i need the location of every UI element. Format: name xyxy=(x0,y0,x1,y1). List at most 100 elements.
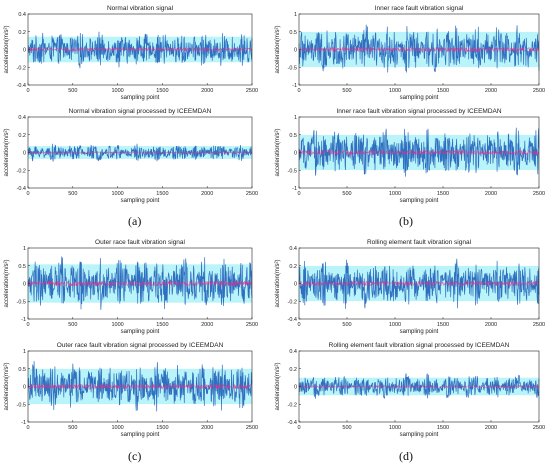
signal-trace xyxy=(27,361,253,412)
y-tick-label: 1 xyxy=(23,246,26,252)
x-tick-label: 1000 xyxy=(389,191,401,197)
x-tick-label: 2500 xyxy=(246,425,258,431)
y-tick-label: -0.4 xyxy=(288,420,297,426)
y-axis-label: acceleration(m/s²) xyxy=(275,259,281,307)
x-tick-label: 2000 xyxy=(201,88,213,94)
x-tick-label: 500 xyxy=(342,88,351,94)
y-tick-label: 0 xyxy=(294,151,297,157)
x-tick-label: 1000 xyxy=(111,191,123,197)
x-tick-label: 2000 xyxy=(485,88,497,94)
x-tick-label: 2000 xyxy=(201,191,213,197)
x-tick-label: 1000 xyxy=(389,425,401,431)
y-tick-label: -0.4 xyxy=(17,83,26,89)
chart-title: Normal vibration signal xyxy=(107,5,174,12)
y-axis-label: acceleration(m/s²) xyxy=(275,362,281,410)
y-tick-label: 0 xyxy=(294,282,297,288)
residual-trace xyxy=(299,149,540,156)
y-tick-label: 1 xyxy=(294,115,297,121)
x-tick-label: 0 xyxy=(26,191,29,197)
x-tick-label: 1000 xyxy=(111,425,123,431)
x-tick-label: 2500 xyxy=(246,322,258,328)
chart-title: Rolling element fault vibration signal p… xyxy=(329,342,510,349)
y-axis-label: acceleration(m/s²) xyxy=(4,259,10,307)
y-tick-label: -1 xyxy=(292,186,297,192)
x-tick-label: 2000 xyxy=(485,191,497,197)
x-tick-label: 2500 xyxy=(533,425,545,431)
y-tick-label: -0.2 xyxy=(17,168,26,174)
chart-title: Inner race fault vibration signal xyxy=(375,5,464,12)
x-tick-label: 500 xyxy=(342,425,351,431)
y-tick-label: 0.4 xyxy=(18,115,26,121)
y-tick-label: 0.2 xyxy=(18,30,26,36)
x-tick-label: 2000 xyxy=(485,322,497,328)
chart-title: Normal vibration signal processed by ICE… xyxy=(69,108,212,115)
residual-trace xyxy=(27,46,253,53)
y-tick-label: 0 xyxy=(23,48,26,54)
panel-label-d: (d) xyxy=(399,449,413,463)
x-tick-label: 1500 xyxy=(437,191,449,197)
y-axis-label: acceleration(m/s²) xyxy=(275,25,281,73)
y-tick-label: 0.4 xyxy=(18,12,26,18)
y-tick-label: 0.4 xyxy=(289,349,297,355)
chart-b-top: 0 500 1000 1500 2000 2500 -1 -0.5 0 0.5 1 Inner rac… xyxy=(275,5,545,101)
x-tick-label: 500 xyxy=(68,191,77,197)
y-tick-label: 1 xyxy=(23,349,26,355)
panel-label-b: (b) xyxy=(399,214,413,228)
chart-c-bottom: 0 500 1000 1500 2000 2500 -1 -0.5 0 0.5 1 Outer rac… xyxy=(4,342,258,438)
y-tick-label: -0.5 xyxy=(288,168,297,174)
y-tick-label: -0.5 xyxy=(17,402,26,408)
x-tick-label: 0 xyxy=(297,88,300,94)
residual-trace xyxy=(298,384,540,389)
residual-trace xyxy=(27,279,253,287)
x-axis-label: sampling point xyxy=(400,432,439,438)
residual-trace xyxy=(298,280,540,287)
y-tick-label: 0.5 xyxy=(289,30,297,36)
y-tick-label: -0.2 xyxy=(17,65,26,71)
chart-title: Outer race fault vibration signal xyxy=(95,239,186,246)
y-axis-label: acceleration(m/s²) xyxy=(275,128,281,176)
x-tick-label: 1500 xyxy=(437,322,449,328)
x-tick-label: 2000 xyxy=(201,322,213,328)
chart-title: Inner race fault vibration signal proces… xyxy=(336,108,501,115)
y-tick-label: 0.5 xyxy=(289,133,297,139)
x-axis-label: sampling point xyxy=(121,432,160,438)
y-tick-label: -1 xyxy=(21,317,26,323)
panel-label-a: (a) xyxy=(128,214,142,228)
y-axis-label: acceleration(m/s²) xyxy=(4,128,10,176)
x-axis-label: sampling point xyxy=(400,329,439,335)
chart-d-top: 0 500 1000 1500 2000 2500 -0.4 -0.2 0 0.2 0.4 Rolli… xyxy=(275,239,545,335)
x-tick-label: 2500 xyxy=(533,322,545,328)
chart-title: Outer race fault vibration signal proces… xyxy=(57,342,224,349)
x-tick-label: 2000 xyxy=(201,425,213,431)
y-tick-label: 0 xyxy=(294,385,297,391)
y-tick-label: 0.5 xyxy=(18,367,26,373)
signal-trace xyxy=(27,256,253,310)
x-tick-label: 500 xyxy=(342,322,351,328)
x-tick-label: 500 xyxy=(342,191,351,197)
x-tick-label: 1500 xyxy=(156,425,168,431)
y-tick-label: -1 xyxy=(21,420,26,426)
x-tick-label: 1500 xyxy=(156,322,168,328)
y-tick-label: 0.4 xyxy=(289,246,297,252)
residual-trace xyxy=(27,150,253,155)
residual-trace xyxy=(27,383,253,390)
x-axis-label: sampling point xyxy=(121,198,160,204)
y-axis-label: acceleration(m/s²) xyxy=(4,25,10,73)
y-tick-label: 0.5 xyxy=(18,264,26,270)
y-tick-label: 0.2 xyxy=(289,264,297,270)
x-tick-label: 2500 xyxy=(533,191,545,197)
x-tick-label: 1000 xyxy=(389,88,401,94)
chart-a-bottom: 0 500 1000 1500 2000 2500 -0.4 -0.2 0 0.2 0.4 Norma… xyxy=(4,108,258,204)
y-tick-label: 0.2 xyxy=(289,367,297,373)
x-tick-label: 500 xyxy=(68,322,77,328)
y-tick-label: -0.5 xyxy=(17,299,26,305)
x-axis-label: sampling point xyxy=(400,198,439,204)
y-tick-label: -0.4 xyxy=(288,317,297,323)
y-axis-label: acceleration(m/s²) xyxy=(4,362,10,410)
x-tick-label: 1000 xyxy=(389,322,401,328)
y-tick-label: -1 xyxy=(292,83,297,89)
signal-trace xyxy=(298,24,540,73)
x-tick-label: 0 xyxy=(26,88,29,94)
y-tick-label: 0.2 xyxy=(18,133,26,139)
x-axis-label: sampling point xyxy=(400,95,439,101)
